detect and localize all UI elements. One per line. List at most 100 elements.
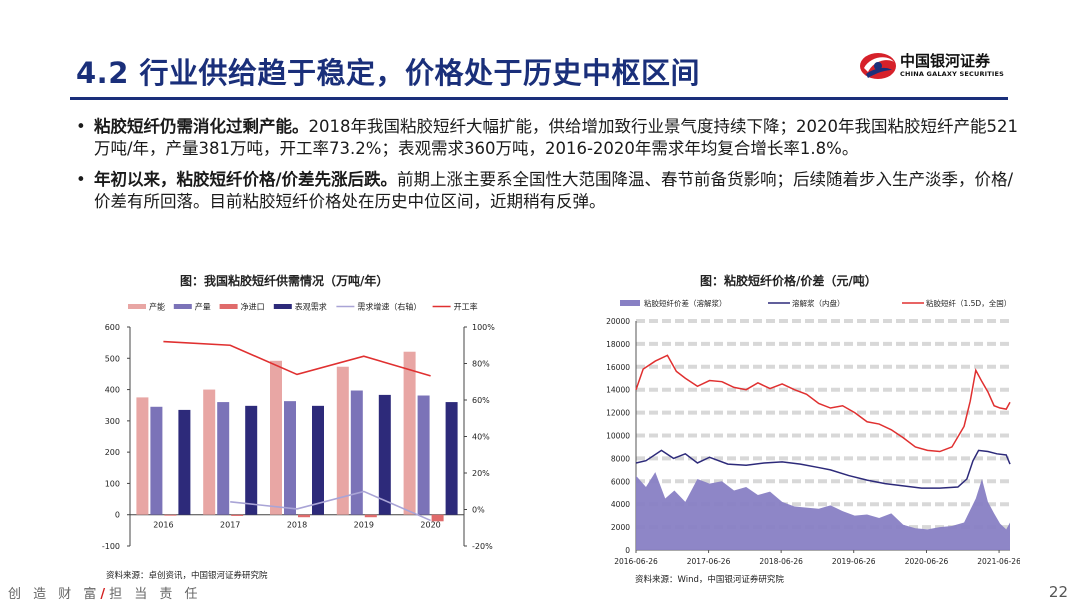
bar: [164, 514, 177, 516]
legend-item: 溶解浆（内盘）: [768, 298, 845, 308]
footer-slogan: 创 造 财 富/担 当 责 任: [8, 583, 202, 602]
x-tick-label: 2020-06-26: [905, 557, 949, 566]
legend-item: 产量: [173, 302, 211, 312]
x-tick-label: 2021-06-26: [977, 557, 1020, 566]
legend-swatch: [620, 300, 640, 306]
y-tick-label: 6000: [611, 477, 630, 486]
y-tick-label: 8000: [611, 454, 630, 463]
bullet-dot: •: [76, 170, 86, 189]
y2-tick-label: 100%: [472, 323, 495, 332]
footer-slash: /: [100, 587, 110, 602]
legend-label: 产能: [149, 302, 165, 312]
x-tick-label: 2018: [287, 521, 307, 530]
y-tick-label: 0: [625, 546, 630, 555]
logo-text-cn: 中国银河证券: [900, 52, 991, 70]
bullet-bold-text: 年初以来，粘胶短纤价格/价差先涨后跌。: [94, 170, 398, 189]
bullet-text: 前期上涨主要系全国性大范围降温、春节前备货影响；后续随着步入生产淡季，价格/价差…: [94, 170, 1014, 211]
bar: [445, 402, 458, 515]
x-tick-label: 2016: [153, 521, 173, 530]
bar-series: [178, 394, 458, 515]
line-series: [635, 449, 1011, 489]
y-tick-label: 16000: [606, 363, 630, 372]
bar: [136, 397, 149, 515]
legend-label: 溶解浆（内盘）: [792, 298, 845, 308]
line-series: [230, 490, 431, 522]
bar: [431, 514, 444, 522]
y-tick-label: 400: [105, 386, 120, 395]
bar: [284, 401, 296, 515]
company-logo: 中国银河证券 CHINA GALAXY SECURITIES: [858, 48, 1008, 88]
right-chart-legend: 粘胶短纤价差（溶解浆） 溶解浆（内盘） 粘胶短纤（1.5D，全国）: [620, 298, 1011, 308]
page-title: 4.2 行业供给趋于稳定，价格处于历史中枢区间: [76, 56, 700, 90]
price-spread-chart: 粘胶短纤价差（溶解浆） 溶解浆（内盘） 粘胶短纤（1.5D，全国）200001800…: [606, 298, 1020, 566]
footer-slogan-a: 创 造 财 富: [8, 587, 101, 602]
y-tick-label: 14000: [606, 386, 630, 395]
legend-swatch: [273, 304, 292, 309]
y-tick-label: 20000: [606, 317, 630, 326]
legend-label: 开工率: [454, 302, 478, 312]
logo-text-en: CHINA GALAXY SECURITIES: [900, 70, 1005, 78]
galaxy-logo-icon: [860, 53, 896, 79]
x-tick-label: 2017: [220, 521, 240, 530]
legend-item: 净进口: [219, 302, 265, 312]
page-number: 22: [1048, 583, 1068, 601]
bar: [203, 389, 216, 515]
y2-tick-label: 60%: [472, 396, 490, 405]
bullet-bold-text: 粘胶短纤仍需消化过剩产能。: [94, 117, 309, 136]
legend-item: 需求增速（右轴）: [336, 302, 421, 312]
y-tick-label: 12000: [606, 409, 630, 418]
legend-label: 需求增速（右轴）: [357, 302, 421, 312]
bullet-item: • 年初以来，粘胶短纤价格/价差先涨后跌。前期上涨主要系全国性大范围降温、春节前…: [76, 169, 1026, 213]
legend-item: 产能: [128, 302, 165, 312]
y-tick-label: 300: [105, 417, 120, 426]
x-tick-label: 2018-06-26: [759, 557, 803, 566]
y-tick-label: -100: [102, 542, 120, 551]
supply-demand-chart: 产能 产量 净进口 表观需求 需求增速（右轴） 开工率 600 500 400 300 200 100…: [102, 302, 495, 552]
y-tick-label: 0: [115, 511, 120, 520]
bar: [312, 405, 324, 515]
bar: [403, 351, 416, 515]
legend-label: 产量: [195, 302, 211, 312]
bar: [364, 514, 377, 518]
bar: [245, 405, 258, 515]
y-tick-label: 500: [105, 354, 120, 363]
legend-swatch: [128, 304, 146, 309]
legend-item: 开工率: [432, 302, 478, 312]
x-tick-label: 2016-06-26: [614, 557, 658, 566]
legend-label: 净进口: [241, 302, 265, 312]
bar: [150, 406, 163, 515]
y-tick-label: 18000: [606, 340, 630, 349]
legend-label: 表观需求: [295, 302, 327, 312]
legend-label: 粘胶短纤（1.5D，全国）: [926, 298, 1011, 308]
x-tick-label: 2019: [354, 521, 374, 530]
legend-item: 表观需求: [273, 302, 327, 312]
y-tick-label: 4000: [611, 500, 630, 509]
x-tick-label: 2017-06-26: [687, 557, 731, 566]
legend-swatch: [173, 304, 192, 309]
y2-tick-label: 80%: [472, 360, 490, 369]
bar: [217, 402, 230, 515]
legend-swatch: [219, 304, 238, 309]
left-chart-title: 图：我国粘胶短纤供需情况（万吨/年）: [180, 274, 389, 288]
y2-tick-label: 20%: [472, 469, 490, 478]
y-tick-label: 2000: [611, 523, 630, 532]
bar: [350, 390, 363, 515]
line-series: [163, 340, 431, 377]
y-tick-label: 600: [105, 323, 120, 332]
bar: [270, 360, 282, 515]
x-tick-label: 2019-06-26: [832, 557, 876, 566]
bar-series: [164, 514, 444, 522]
bullet-dot: •: [76, 117, 86, 136]
legend-item: 粘胶短纤（1.5D，全国）: [902, 298, 1011, 308]
legend-item: 粘胶短纤价差（溶解浆）: [620, 298, 727, 308]
bar-series: [150, 390, 430, 515]
bar: [378, 394, 391, 515]
left-chart-legend: 产能 产量 净进口 表观需求 需求增速（右轴） 开工率: [128, 302, 478, 312]
bar: [298, 514, 310, 518]
area-series: [636, 472, 1010, 550]
y-tick-label: 200: [105, 448, 120, 457]
bar: [178, 409, 191, 515]
y-tick-label: 100: [105, 479, 120, 488]
title-underline: [70, 97, 1008, 100]
line-series: [635, 354, 1011, 453]
